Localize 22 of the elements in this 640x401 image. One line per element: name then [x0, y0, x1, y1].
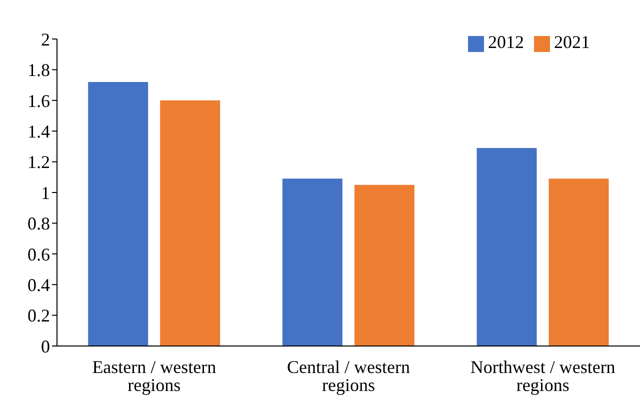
bar [548, 178, 609, 346]
y-tick-label: 1.2 [28, 152, 50, 172]
y-tick-label: 0.6 [28, 244, 50, 264]
x-tick-label: Central / western regions [287, 356, 410, 395]
legend-label: 2012 [488, 32, 524, 52]
y-tick-label: 1 [41, 182, 50, 203]
y-tick-label: 1.8 [28, 60, 50, 80]
bar [160, 100, 220, 346]
y-tick-label: 1.6 [28, 90, 50, 111]
bar [282, 178, 342, 346]
y-tick-label: 0.4 [28, 274, 50, 295]
legend-label: 2021 [554, 32, 590, 52]
y-tick-label: 0.2 [28, 306, 50, 326]
bar [354, 184, 414, 346]
x-tick-label: Eastern / western regions [92, 356, 216, 395]
bar [88, 82, 148, 346]
y-tick-label: 2 [41, 29, 50, 50]
x-tick-label: Northwest / western regions [470, 356, 616, 395]
y-tick-label: 1.4 [28, 121, 50, 142]
y-tick-label: 0.8 [28, 214, 50, 234]
y-tick-label: 0 [41, 336, 50, 356]
bar [476, 148, 537, 346]
